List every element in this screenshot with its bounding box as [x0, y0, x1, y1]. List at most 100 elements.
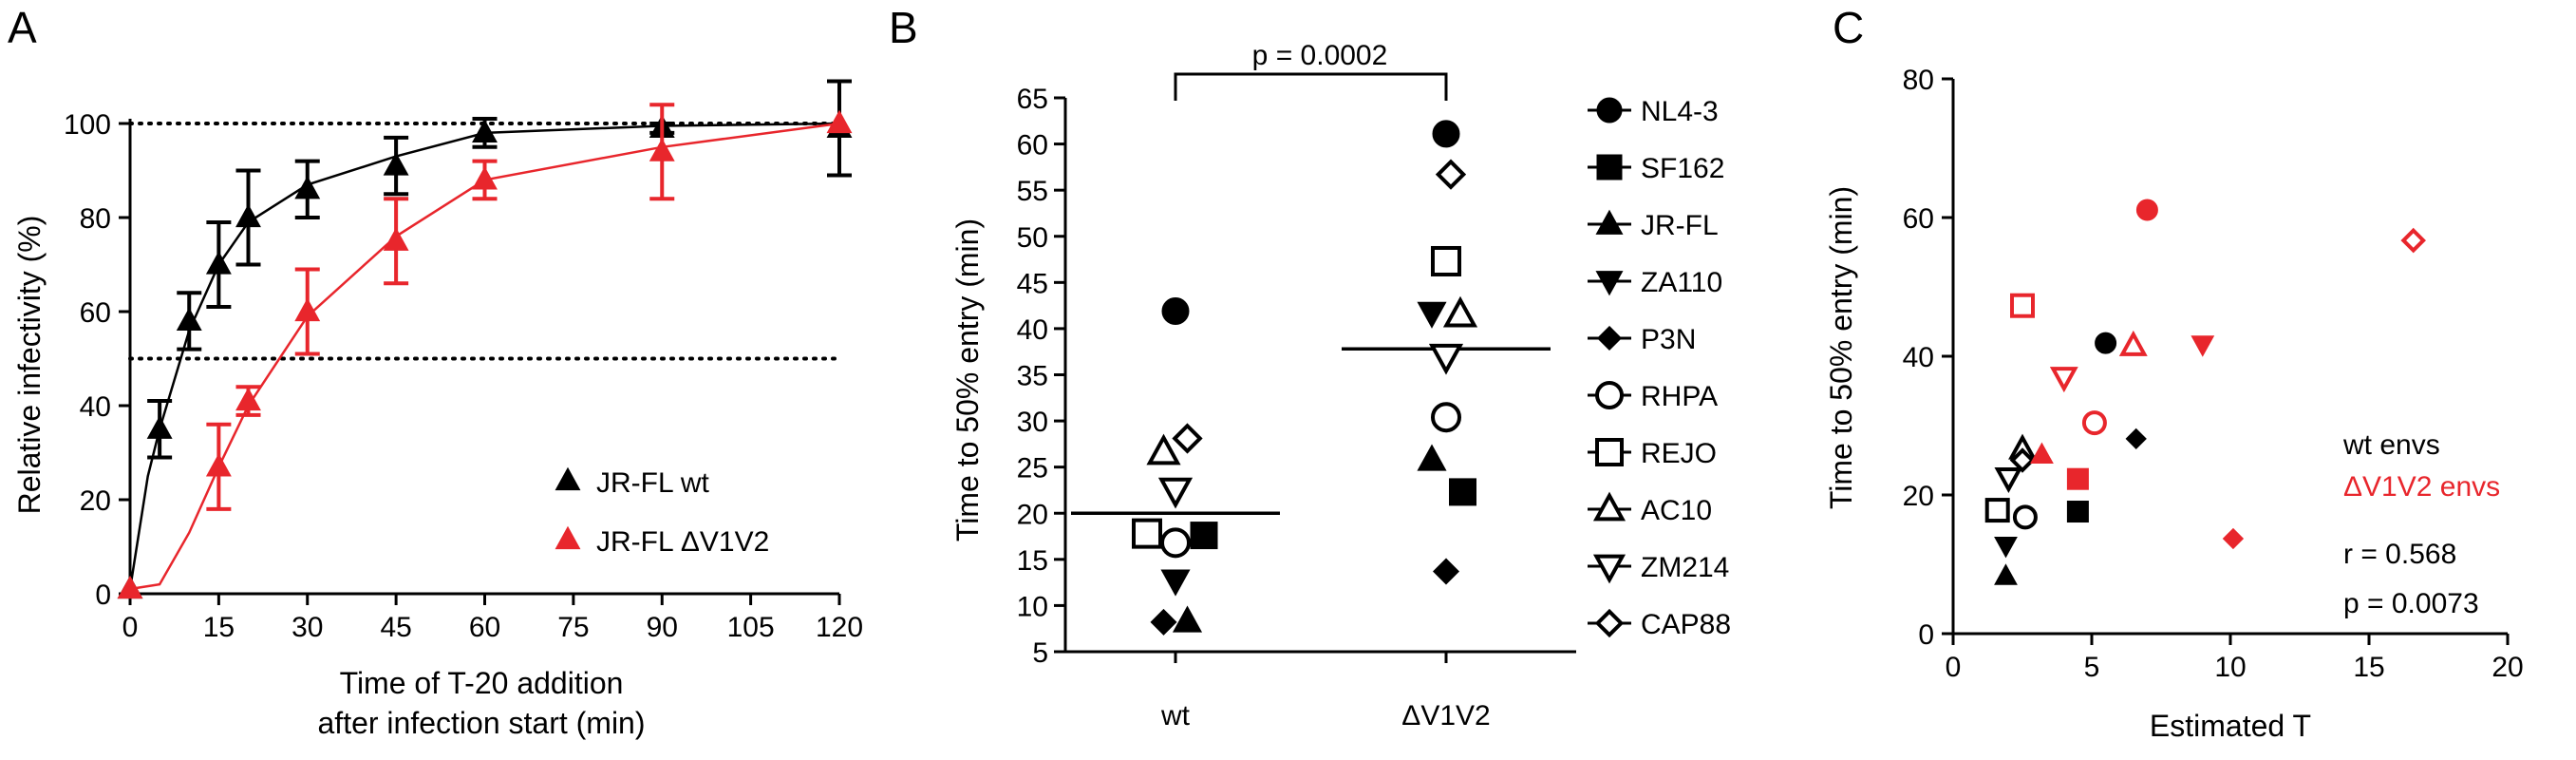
panel-b-data-point [1417, 301, 1447, 329]
panel-a-x-tick-label: 30 [291, 612, 323, 643]
panel-b-data-point [1431, 402, 1461, 433]
panel-b-data-point [1161, 296, 1190, 325]
panel-b-data-point [1190, 522, 1218, 550]
panel-c-data-point [2125, 428, 2147, 450]
panel-c-x-tick-label: 10 [2214, 652, 2246, 683]
panel-a-y-tick-label: 60 [80, 297, 111, 329]
panel-c-data-point [2066, 467, 2089, 490]
panel-a-data-point [826, 109, 853, 134]
panel-c-data-point [1984, 498, 2010, 523]
panel-b-data-point [1432, 120, 1460, 148]
panel-b: 5 10 15 20 25 30 35 40 45 50 55 60 65 Time to 50% en… [950, 40, 1731, 732]
panel-b-y-tick-label: 10 [1017, 591, 1048, 622]
panel-c-x-tick-label: 5 [2084, 652, 2100, 683]
legend-marker-rejo [1595, 438, 1624, 466]
panel-a-y-tick-label: 0 [95, 580, 111, 611]
panel-b-data-point [1449, 478, 1476, 506]
panel-a-x-tick-label: 105 [727, 612, 775, 643]
panel-a-data-point [205, 251, 232, 275]
legend-label-sf162: SF162 [1641, 153, 1724, 184]
panel-c-data-point [2066, 501, 2089, 523]
panel-a-legend-dv1v2-marker [555, 525, 581, 550]
panel-c-data-point [2222, 527, 2245, 550]
panel-b-significance-bracket [1174, 72, 1448, 101]
panel-a-data-point [383, 227, 409, 251]
panel-b-y-tick-label: 25 [1017, 453, 1048, 484]
panel-b-y-tick-label: 65 [1017, 84, 1048, 115]
panel-b-data-point [1172, 605, 1203, 633]
panel-c-data-point [2012, 504, 2038, 530]
panel-a-data-point [294, 176, 321, 200]
panel-c-data-point [2030, 442, 2054, 464]
panel-b-y-tick-label: 50 [1017, 222, 1048, 254]
legend-marker-nl4-3 [1596, 97, 1623, 124]
panel-letter-c: C [1833, 3, 1864, 52]
panel-c-x-tick-label: 15 [2353, 652, 2384, 683]
panel-a-x-tick-label: 45 [380, 612, 411, 643]
panel-c-y-tick-label: 60 [1903, 203, 1934, 235]
legend-marker-rhpa [1595, 381, 1624, 409]
panel-b-data-point [1428, 343, 1464, 375]
legend-label-zm214: ZM214 [1641, 552, 1729, 583]
panel-a-data-point [146, 415, 173, 439]
panel-a-y-tick-label: 80 [80, 203, 111, 235]
panel-b-y-tick-label: 15 [1017, 545, 1048, 577]
panel-a-data-point [472, 119, 498, 142]
panel-a-data-point [294, 297, 321, 322]
panel-b-data-point [1417, 444, 1447, 471]
panel-c-data-point [1994, 536, 2018, 559]
legend-marker-ac10 [1592, 491, 1626, 522]
legend-label-cap88: CAP88 [1641, 609, 1731, 640]
panel-c-y-tick-label: 20 [1903, 481, 1934, 512]
legend-label-ac10: AC10 [1641, 495, 1712, 526]
panel-a-data-point [235, 203, 261, 228]
panel-c-data-point [2009, 447, 2036, 473]
panel-a-data-point [117, 575, 143, 599]
panel-c-data-point [2049, 367, 2078, 393]
panel-c-y-tick-label: 40 [1903, 342, 1934, 373]
panel-a-y-tick-label: 100 [64, 109, 111, 141]
legend-marker-cap88 [1594, 608, 1625, 638]
panel-b-data-point [1432, 558, 1460, 585]
panel-b-data-point [1160, 527, 1191, 559]
panel-b-y-tick-label: 45 [1017, 268, 1048, 299]
panel-b-y-tick-label: 60 [1017, 130, 1048, 162]
legend-marker-jr-fl [1595, 209, 1624, 235]
legend-label-rejo: REJO [1641, 438, 1717, 469]
panel-b-y-axis-label: Time to 50% entry (min) [950, 218, 985, 542]
panel-letter-b: B [889, 3, 918, 52]
legend-label-nl4-3: NL4-3 [1641, 96, 1719, 127]
panel-b-data-point [1160, 569, 1191, 597]
panel-a-y-axis-label: Relative infectivity (%) [12, 216, 47, 515]
panel-b-data-point [1157, 477, 1194, 509]
panel-a-y-tick-label: 20 [80, 485, 111, 517]
panel-a-x-axis-label: Time of T-20 addition [340, 666, 624, 700]
panel-a-x-tick-label: 120 [816, 612, 863, 643]
legend-label-p3n: P3N [1641, 324, 1696, 355]
panel-a-x-tick-label: 15 [203, 612, 235, 643]
panel-c-data-point [2010, 293, 2035, 318]
panel-a-data-point [649, 138, 675, 162]
panel-b-data-point [1132, 518, 1162, 549]
panel-c-x-axis-label: Estimated T [2150, 709, 2311, 743]
panel-b-y-tick-label: 5 [1032, 637, 1048, 669]
legend-marker-za110 [1595, 271, 1624, 296]
panel-a-x-tick-label: 60 [469, 612, 500, 643]
panel-c-data-point [2081, 410, 2107, 436]
panel-b-data-point [1435, 159, 1467, 190]
panel-c-x-tick-label: 0 [1946, 652, 1962, 683]
panel-letter-a: A [8, 3, 37, 52]
panel-b-p-value: p = 0.0002 [1252, 40, 1388, 71]
panel-a-y-tick-label: 40 [80, 391, 111, 423]
panel-c: 0 5 10 15 20 0 20 40 60 80 Time to 50% entry (min… [1824, 65, 2524, 743]
panel-c-p-value: p = 0.0073 [2343, 588, 2479, 619]
panel-a-legend-wt-label: JR-FL wt [596, 467, 710, 499]
panel-a-x-tick-label: 0 [122, 612, 139, 643]
panel-b-y-tick-label: 35 [1017, 361, 1048, 392]
legend-label-za110: ZA110 [1641, 267, 1722, 298]
panel-c-r-value: r = 0.568 [2343, 539, 2456, 570]
panel-b-data-point [1146, 433, 1181, 466]
panel-a-data-point [235, 387, 261, 411]
panel-a-series-line-1 [129, 122, 840, 591]
